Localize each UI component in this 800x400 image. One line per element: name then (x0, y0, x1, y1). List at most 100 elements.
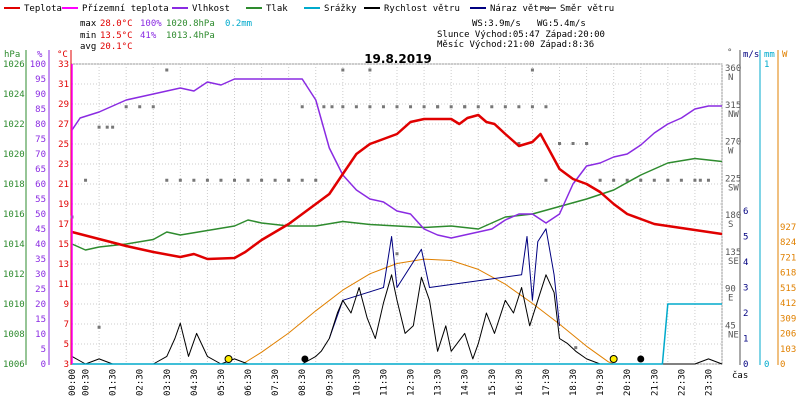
tick-temp: 17 (58, 220, 69, 230)
tick-pct: 20 (35, 300, 46, 310)
sunset-marker (609, 355, 618, 363)
wind-dir-point (341, 105, 345, 109)
tick-pct: 90 (35, 90, 46, 100)
tick-temp: 31 (58, 80, 69, 90)
unit-w: W (782, 50, 788, 60)
tick-temp: 3 (64, 360, 69, 370)
tick-temp: 33 (58, 60, 69, 70)
wind-dir-point (422, 105, 426, 109)
tick-temp: 21 (58, 180, 69, 190)
wind-dir-point (219, 178, 223, 182)
wind-dir-point (625, 178, 629, 182)
wind-dir-point (436, 105, 440, 109)
wind-dir-point (530, 105, 534, 109)
info-sun: Slunce Východ:05:47 Západ:20:00 (437, 30, 605, 40)
tick-dir-deg: 135 (725, 248, 741, 258)
legend-label: Náraz větru (490, 4, 550, 14)
x-tick-label: 15:30 (488, 369, 498, 396)
series-wind-speed (71, 274, 723, 365)
tick-pct: 15 (35, 315, 46, 325)
moonrise-marker (637, 355, 645, 363)
wind-dir-point (260, 178, 264, 182)
stat-max-temp: 28.0°C (100, 19, 133, 29)
tick-w: 824 (780, 238, 796, 248)
axes: 1006100810101012101410161018102010221024… (3, 50, 796, 370)
x-tick-label: 16:30 (515, 369, 525, 396)
series (70, 64, 723, 365)
tick-dir-name: E (728, 294, 733, 304)
x-tick-label: 17:30 (542, 369, 552, 396)
wind-dir-point (97, 325, 101, 329)
x-tick-label: 03:30 (163, 369, 173, 396)
tick-temp: 29 (58, 100, 69, 110)
wind-dir-point (341, 68, 345, 72)
tick-temp: 19 (58, 200, 69, 210)
stats-block: max 28.0°C 100% 1020.8hPa 0.2mm min 13.5… (80, 19, 252, 52)
stat-min-press: 1013.4hPa (166, 31, 215, 41)
legend-label: Přízemní teplota (82, 4, 169, 14)
x-tick-label: 02:30 (136, 369, 146, 396)
wind-dir-point (354, 105, 358, 109)
wind-dir-point (395, 105, 399, 109)
tick-dir-deg: 270 (725, 138, 741, 148)
wind-dir-point (679, 178, 683, 182)
stat-max-press: 1020.8hPa (166, 19, 215, 29)
x-tick-label: 01:30 (109, 369, 119, 396)
wind-dir-point (395, 252, 399, 256)
tick-ms: 6 (743, 207, 748, 217)
legend-label: Rychlost větru (384, 4, 460, 14)
tick-pct: 70 (35, 150, 46, 160)
axis-units: hPa % °C ° m/s mm W čas (4, 48, 788, 381)
wind-dir-point (151, 105, 155, 109)
wind-dir-point (165, 68, 169, 72)
info-ws: WS:3.9m/s (472, 19, 521, 29)
wind-dir-point (476, 105, 480, 109)
x-tick-label: 00:00 (68, 369, 78, 396)
tick-pct: 65 (35, 165, 46, 175)
wind-dir-point (706, 178, 710, 182)
tick-w: 309 (780, 314, 796, 324)
info-wg: WG:5.4m/s (537, 19, 586, 29)
tick-w: 618 (780, 269, 796, 279)
unit-deg: ° (727, 48, 732, 58)
wind-dir-point (84, 178, 88, 182)
wind-dir-point (517, 105, 521, 109)
chart-title: 19.8.2019 (364, 52, 432, 66)
sunrise-marker (224, 355, 233, 363)
wind-dir-point (124, 105, 128, 109)
tick-w: 103 (780, 345, 796, 355)
wind-dir-point (330, 105, 334, 109)
tick-pct: 85 (35, 105, 46, 115)
tick-pct: 60 (35, 180, 46, 190)
tick-temp: 5 (64, 340, 69, 350)
x-tick-label: 05:30 (217, 369, 227, 396)
x-tick-label: 10:30 (352, 369, 362, 396)
wind-dir-point (246, 178, 250, 182)
tick-hpa: 1022 (3, 120, 25, 130)
x-tick-label: 18:30 (569, 369, 579, 396)
wind-dir-point (571, 142, 575, 145)
unit-hpa: hPa (4, 50, 20, 60)
series-wind-gust (328, 228, 560, 339)
x-tick-label: 04:30 (190, 369, 200, 396)
tick-pct: 75 (35, 135, 46, 145)
x-tick-label: 14:30 (461, 369, 471, 396)
wind-dir-point (612, 178, 616, 182)
tick-hpa: 1014 (3, 240, 25, 250)
wind-dir-point (693, 178, 697, 182)
tick-dir-deg: 360 (725, 64, 741, 74)
tick-hpa: 1006 (3, 360, 25, 370)
tick-hpa: 1024 (3, 90, 25, 100)
x-tick-label: 07:30 (271, 369, 281, 396)
wind-dir-point (165, 178, 169, 182)
tick-ms: 4 (743, 258, 748, 268)
legend: Teplota Přízemní teplota Vlhkost Tlak Srážky… (4, 4, 614, 14)
wind-dir-point (558, 142, 561, 145)
tick-temp: 7 (64, 320, 69, 330)
tick-hpa: 1008 (3, 330, 25, 340)
tick-pct: 10 (35, 330, 46, 340)
tick-pct: 55 (35, 195, 46, 205)
x-tick-label: 21:30 (650, 369, 660, 396)
wind-dir-point (666, 178, 670, 182)
wind-dir-point (574, 346, 578, 350)
